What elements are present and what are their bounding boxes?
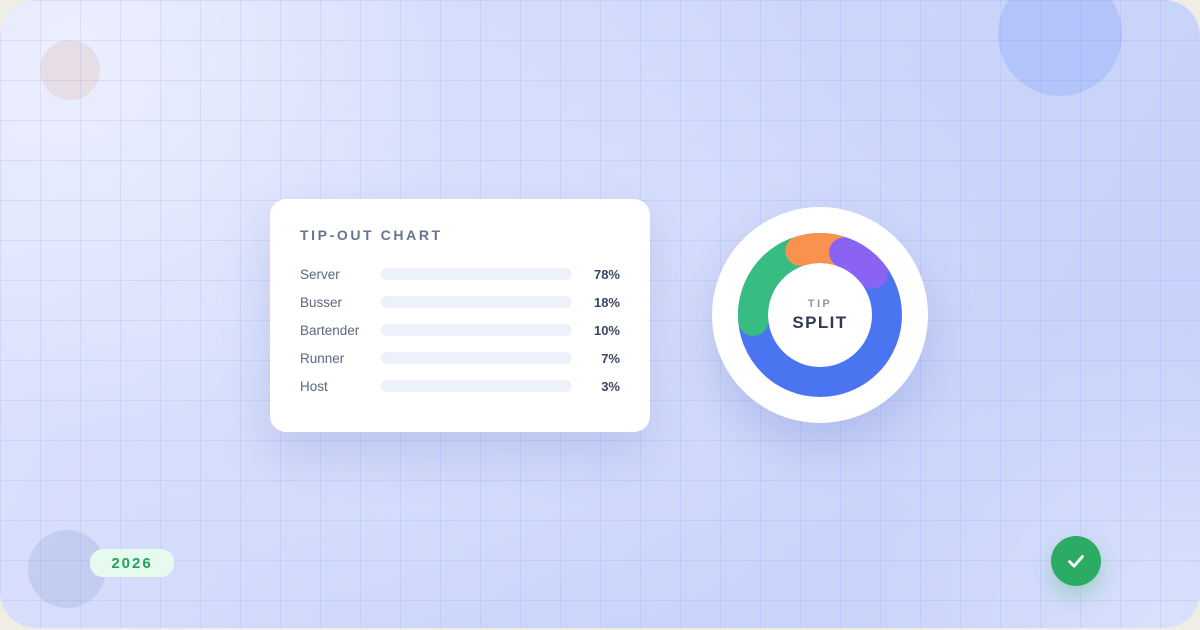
bar-chart: Server 78% Busser 18% Bartender 10% Runn… (300, 260, 620, 400)
bar-row-percent: 3% (601, 378, 620, 394)
table-row: Bartender 10% (300, 316, 620, 344)
bar-track (381, 268, 572, 280)
donut-chart (738, 233, 902, 397)
bar-row-label: Host (300, 378, 328, 394)
decor-circle-pink (40, 40, 100, 100)
bar-track (381, 324, 572, 336)
card-title: TIP-OUT CHART (300, 227, 443, 243)
bar-track (381, 352, 572, 364)
decor-circle-blue (998, 0, 1122, 96)
tipout-card: TIP-OUT CHART Server 78% Busser 18% Bart… (270, 199, 650, 432)
check-icon (1068, 555, 1084, 568)
table-row: Server 78% (300, 260, 620, 288)
runner-segment (829, 237, 888, 289)
bar-row-label: Runner (300, 350, 345, 366)
year-badge: 2026 (90, 549, 174, 577)
tip-split-donut: TIP SPLIT (712, 207, 928, 423)
table-row: Host 3% (300, 372, 620, 400)
bar-row-percent: 7% (601, 350, 620, 366)
donut-label-bottom: SPLIT (792, 312, 848, 332)
bar-track (381, 296, 572, 308)
bar-track (381, 380, 572, 392)
table-row: Runner 7% (300, 344, 620, 372)
bar-row-percent: 78% (593, 266, 620, 282)
bar-row-percent: 10% (593, 322, 620, 338)
donut-center-label: TIP SPLIT (712, 207, 928, 423)
bar-row-label: Busser (300, 294, 343, 310)
bar-row-percent: 18% (593, 294, 620, 310)
donut-label-top: TIP (807, 297, 833, 310)
bar-row-label: Server (300, 266, 340, 282)
bar-row-label: Bartender (300, 322, 360, 338)
confirm-check-button[interactable] (1051, 536, 1101, 586)
table-row: Busser 18% (300, 288, 620, 316)
